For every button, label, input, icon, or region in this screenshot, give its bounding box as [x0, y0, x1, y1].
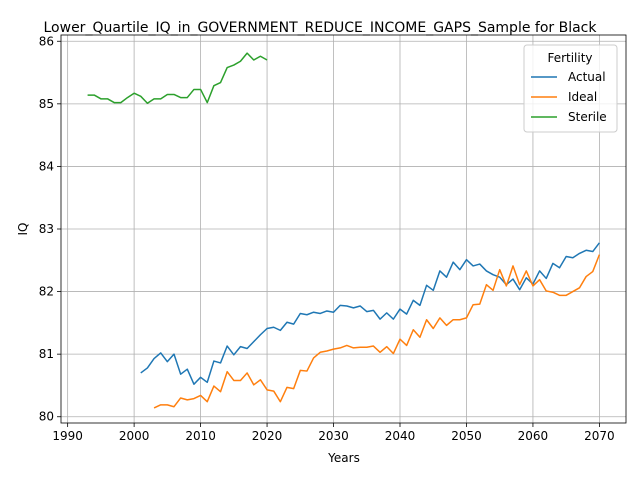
- y-axis-label: IQ: [16, 223, 30, 236]
- legend-label: Actual: [568, 70, 606, 84]
- x-tick-label: 2070: [584, 429, 615, 443]
- y-tick-label: 80: [39, 410, 54, 424]
- series-line-actual: [140, 242, 601, 385]
- x-tick-label: 2050: [451, 429, 482, 443]
- x-tick-label: 2000: [119, 429, 150, 443]
- x-tick-label: 1990: [52, 429, 83, 443]
- y-tick-label: 84: [39, 159, 54, 173]
- x-tick-label: 2060: [518, 429, 549, 443]
- series-layer: [87, 52, 601, 409]
- legend-label: Sterile: [568, 110, 607, 124]
- x-axis-ticks: 1990 2000 2010 2020 2030 2040 2050 2060 2070: [52, 423, 615, 443]
- y-tick-label: 81: [39, 347, 54, 361]
- chart-title: Lower_Quartile_IQ_in_GOVERNMENT_REDUCE_I…: [44, 20, 598, 36]
- y-tick-label: 83: [39, 222, 54, 236]
- y-tick-label: 82: [39, 285, 54, 299]
- y-axis-ticks: 80 81 82 83 84 85 86: [39, 34, 61, 424]
- legend-title: Fertility: [547, 51, 592, 65]
- legend-box: [523, 44, 618, 133]
- x-tick-label: 2030: [318, 429, 349, 443]
- x-tick-label: 2010: [185, 429, 216, 443]
- y-tick-label: 85: [39, 97, 54, 111]
- x-tick-label: 2040: [385, 429, 416, 443]
- legend-label: Ideal: [568, 90, 597, 104]
- x-axis-label: Years: [327, 451, 360, 465]
- legend: Fertility Actual Ideal Sterile: [523, 44, 618, 133]
- series-line-ideal: [153, 254, 601, 409]
- y-tick-label: 86: [39, 34, 54, 48]
- series-line-sterile: [87, 52, 268, 104]
- grid: [61, 35, 626, 423]
- x-tick-label: 2020: [252, 429, 283, 443]
